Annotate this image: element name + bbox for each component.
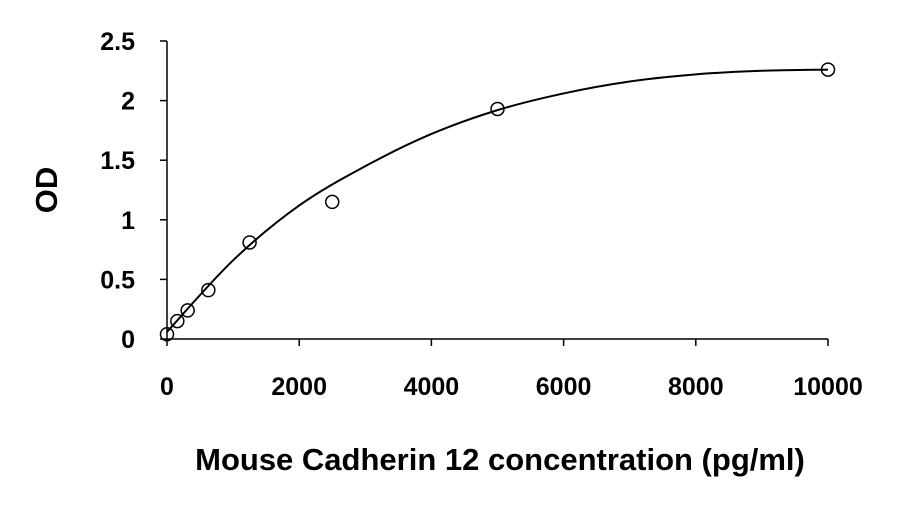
data-point: [325, 194, 340, 210]
x-axis-title: Mouse Cadherin 12 concentration (pg/ml): [195, 442, 805, 477]
fit-curve: [166, 68, 829, 333]
y-tick-label: 0.5: [100, 266, 135, 294]
data-point: [242, 235, 257, 250]
x-tick-label: 6000: [536, 373, 592, 401]
data-point: [180, 303, 195, 318]
y-tick-label: 1: [121, 207, 135, 235]
y-tick-label: 1.5: [100, 147, 135, 175]
y-tick-label: 0: [121, 326, 135, 354]
data-point: [201, 282, 216, 298]
x-tick-label: 10000: [793, 373, 863, 401]
x-tick-label: 0: [160, 373, 174, 401]
y-axis-title: OD: [29, 167, 64, 214]
y-tick-label: 2.5: [100, 28, 135, 56]
x-tick-label: 4000: [404, 373, 460, 401]
y-tick-label: 2: [121, 88, 135, 116]
x-tick-label: 2000: [271, 373, 327, 401]
x-tick-label: 8000: [668, 373, 724, 401]
data-point: [170, 313, 185, 329]
data-point: [159, 326, 175, 342]
